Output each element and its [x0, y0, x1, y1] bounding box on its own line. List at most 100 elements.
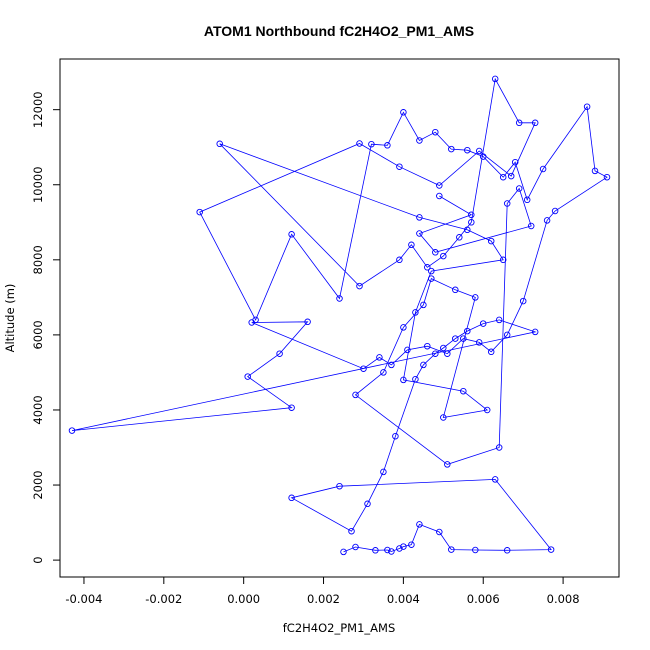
- data-point: [336, 295, 343, 302]
- data-point: [436, 192, 443, 200]
- data-point: [531, 328, 539, 336]
- data-series: [68, 75, 611, 556]
- x-axis: -0.004 -0.002 0.000 0.002 0.004 0.006 0.008: [65, 577, 580, 606]
- y-tick-label: 8000: [31, 245, 45, 274]
- data-point: [583, 103, 591, 110]
- y-axis: 0 2000 4000 6000 8000 10000 12000: [31, 91, 60, 564]
- x-tick-label: 0.000: [227, 592, 260, 606]
- data-point: [436, 182, 443, 189]
- data-point: [460, 335, 467, 342]
- data-point: [464, 327, 471, 335]
- data-point: [440, 414, 447, 421]
- data-point: [448, 145, 455, 153]
- data-point: [515, 185, 523, 192]
- data-point: [507, 172, 515, 180]
- data-point: [499, 173, 507, 181]
- data-point: [420, 301, 427, 309]
- chart-title: ATOM1 Northbound fC2H4O2_PM1_AMS: [204, 23, 474, 39]
- data-point: [440, 344, 447, 352]
- data-point: [515, 119, 523, 127]
- data-point: [495, 316, 503, 324]
- data-point: [464, 226, 471, 234]
- data-point: [448, 546, 455, 553]
- series-line: [71, 77, 608, 553]
- data-point: [288, 494, 295, 502]
- data-point: [503, 200, 511, 207]
- data-point: [400, 376, 407, 384]
- data-point: [487, 237, 495, 245]
- data-point: [400, 324, 407, 331]
- data-point: [487, 348, 495, 356]
- data-point: [412, 375, 419, 383]
- data-point: [472, 294, 479, 301]
- data-point: [444, 461, 451, 468]
- data-point: [288, 231, 295, 238]
- data-point: [460, 387, 467, 395]
- plot-frame: [59, 58, 620, 578]
- data-point: [196, 208, 203, 216]
- data-point: [468, 211, 475, 219]
- data-point: [352, 391, 359, 399]
- data-point: [416, 137, 423, 144]
- data-point: [444, 350, 451, 357]
- data-point: [519, 297, 527, 305]
- data-point: [479, 320, 487, 327]
- data-point: [416, 230, 423, 237]
- data-point: [216, 140, 223, 148]
- data-point: [547, 546, 555, 553]
- data-point: [424, 264, 431, 271]
- data-point: [432, 249, 439, 256]
- y-tick-label: 4000: [31, 395, 45, 424]
- data-point: [348, 527, 355, 535]
- data-point: [428, 267, 435, 275]
- data-point: [456, 234, 463, 241]
- x-tick-label: -0.002: [145, 592, 182, 606]
- data-point: [472, 546, 479, 554]
- data-point: [304, 318, 311, 326]
- data-point: [68, 427, 76, 434]
- x-axis-label: fC2H4O2_PM1_AMS: [283, 621, 396, 635]
- data-point: [428, 275, 435, 282]
- data-point: [603, 173, 611, 181]
- data-point: [276, 350, 283, 357]
- x-tick-label: 0.008: [547, 592, 580, 606]
- y-axis-label: Altitude (m): [3, 284, 17, 353]
- data-point: [412, 309, 419, 316]
- data-point: [416, 214, 423, 221]
- x-tick-label: -0.004: [65, 592, 102, 606]
- data-point: [523, 196, 531, 204]
- data-point: [380, 369, 387, 376]
- y-tick-label: 0: [31, 556, 45, 563]
- data-point: [503, 547, 511, 554]
- data-point: [464, 146, 471, 154]
- data-point: [352, 543, 359, 551]
- data-point: [479, 153, 487, 160]
- data-point: [356, 282, 363, 290]
- data-point: [503, 331, 511, 339]
- data-point: [396, 256, 403, 264]
- data-point: [376, 354, 383, 361]
- data-point: [392, 432, 399, 440]
- data-point: [420, 361, 427, 369]
- data-point: [340, 548, 347, 556]
- data-point: [416, 521, 423, 528]
- data-point: [336, 482, 343, 490]
- data-point: [408, 541, 415, 548]
- data-point: [396, 163, 403, 170]
- data-point: [400, 543, 407, 550]
- data-point: [252, 316, 259, 324]
- data-point: [384, 546, 391, 554]
- data-point: [408, 241, 415, 249]
- data-point: [527, 222, 535, 230]
- data-point: [475, 339, 483, 346]
- data-point: [511, 158, 519, 166]
- data-point: [452, 286, 459, 294]
- x-tick-label: 0.006: [467, 592, 500, 606]
- data-point: [400, 109, 407, 116]
- data-point: [384, 142, 391, 149]
- data-point: [551, 207, 559, 215]
- y-tick-label: 12000: [31, 91, 45, 128]
- y-tick-label: 6000: [31, 320, 45, 349]
- data-point: [591, 167, 599, 175]
- x-tick-label: 0.002: [307, 592, 340, 606]
